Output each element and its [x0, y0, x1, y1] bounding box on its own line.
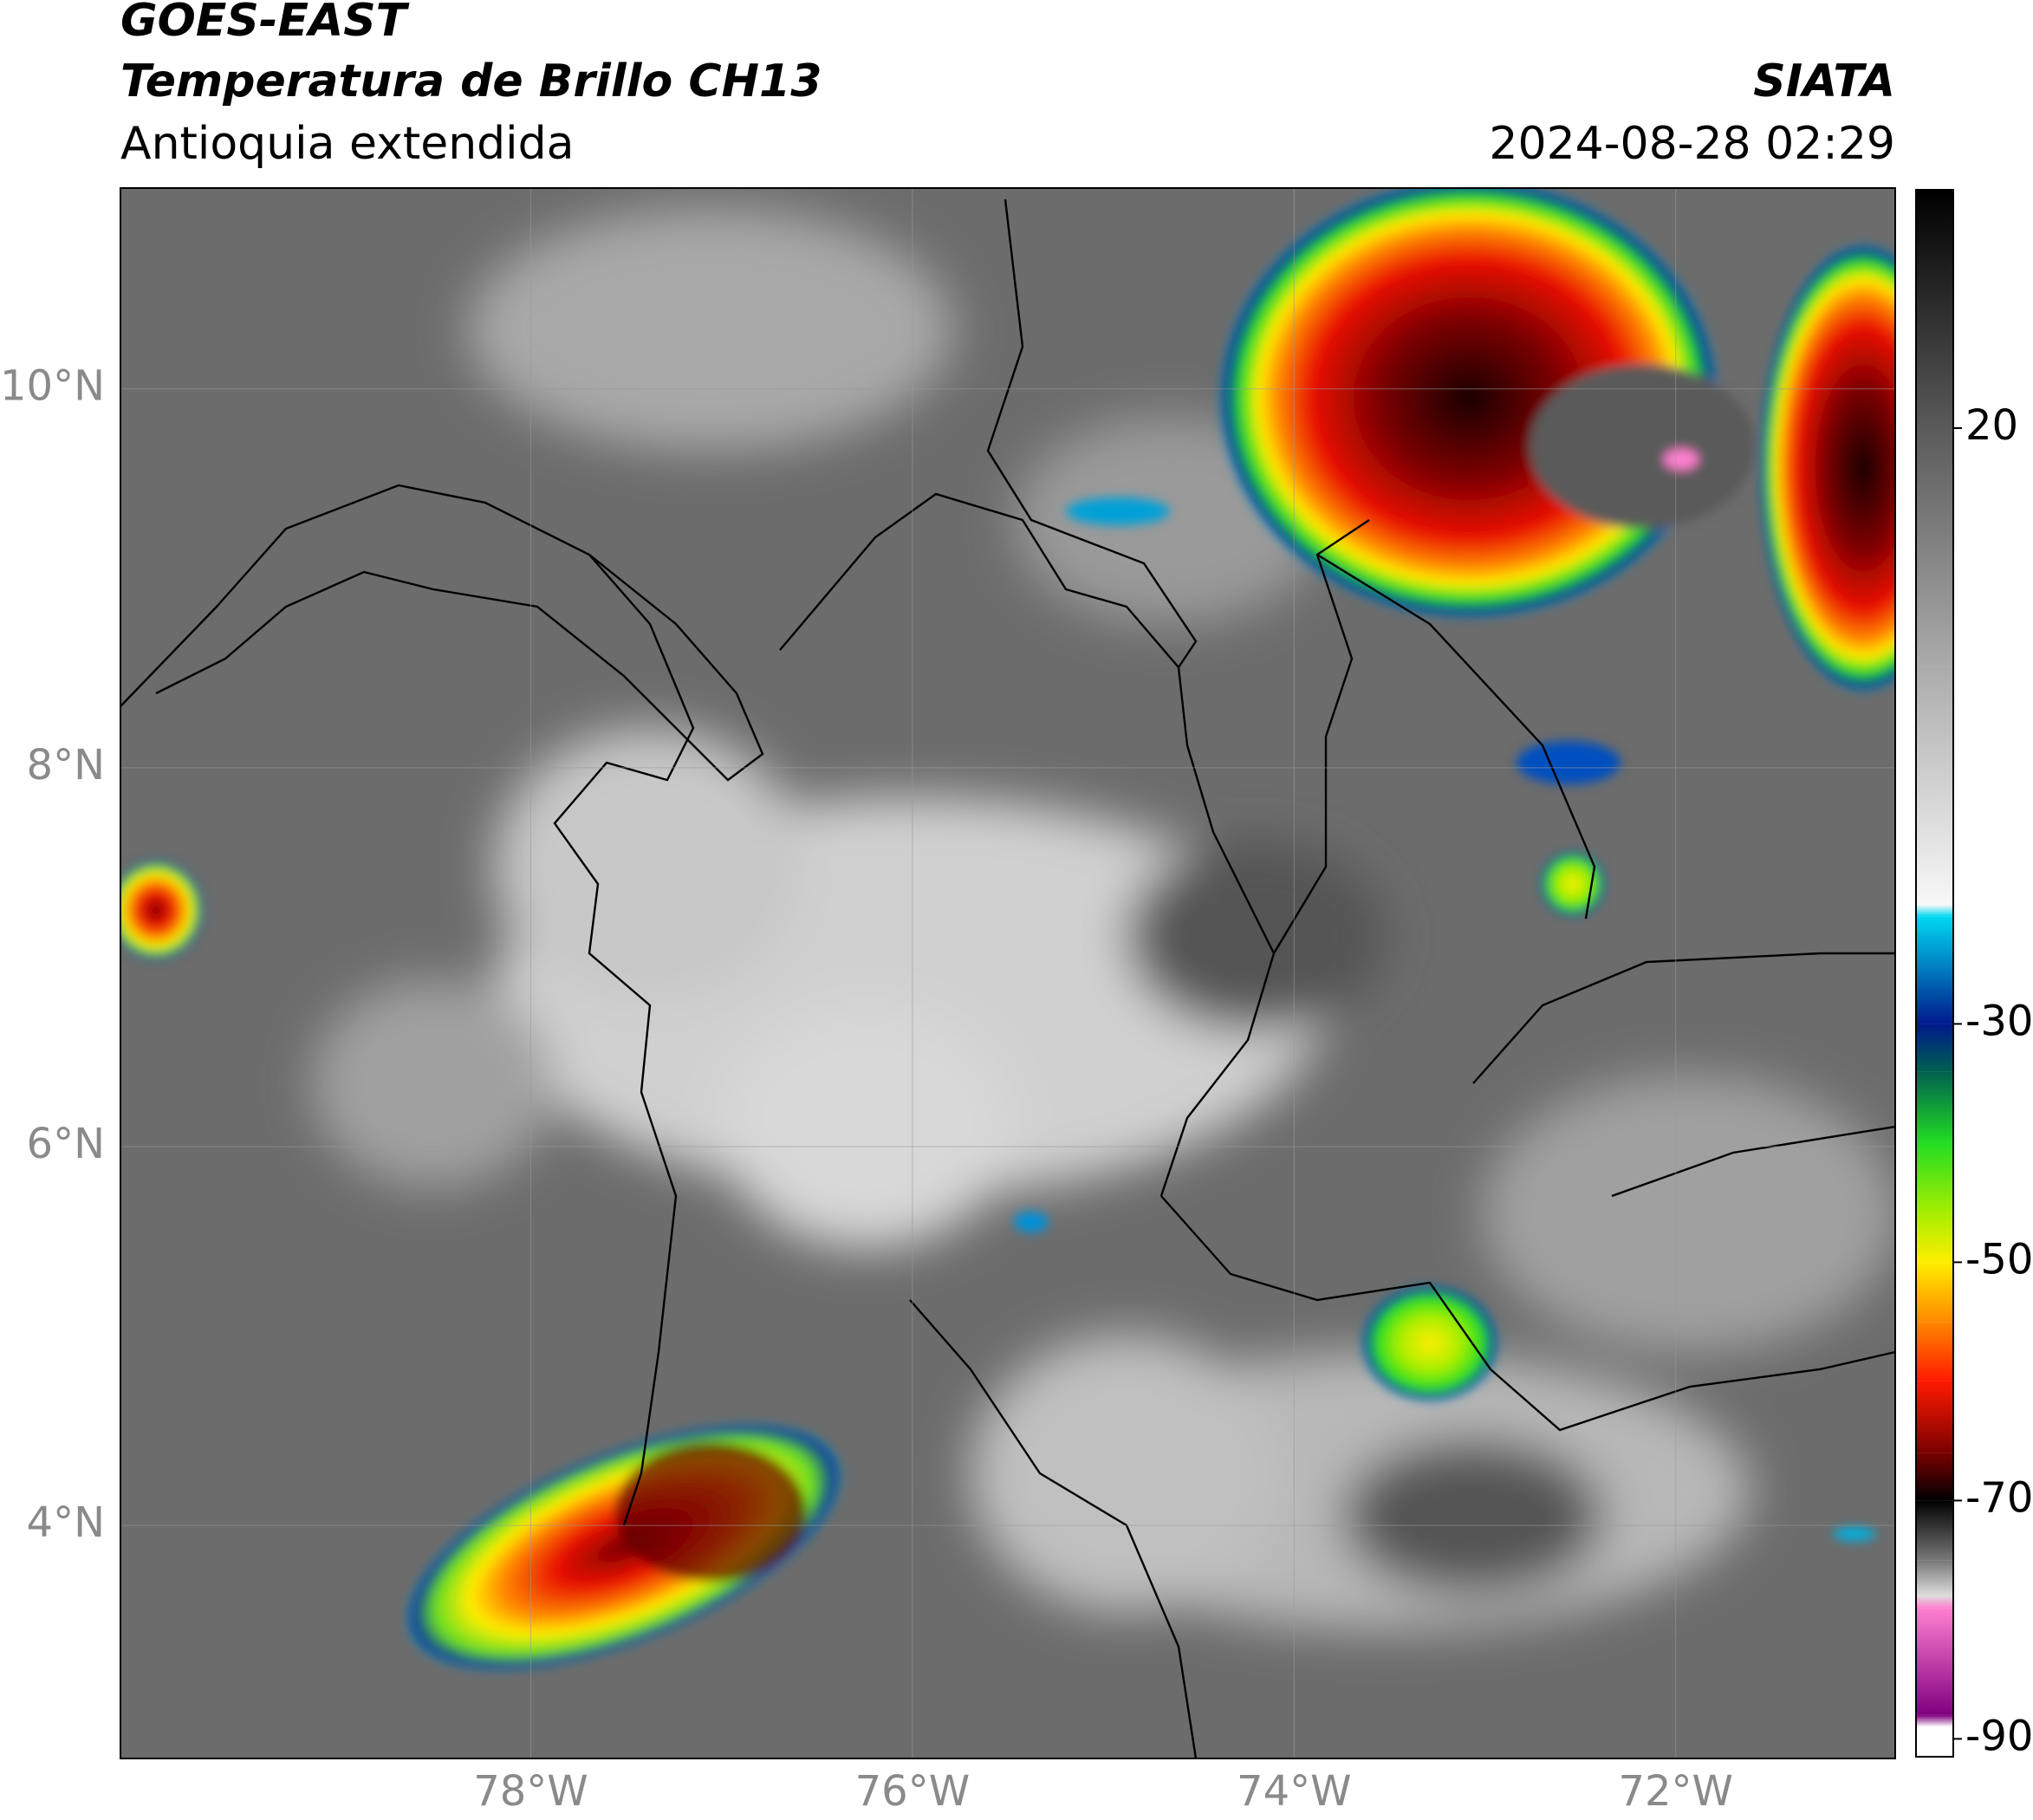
- region: Antioquia extendida: [120, 118, 575, 170]
- source: SIATA: [1753, 55, 1895, 107]
- colorbar-segment: [1916, 666, 1953, 905]
- colorbar-segment: [1916, 1453, 1953, 1501]
- colorbar-segment: [1916, 1500, 1953, 1561]
- colorbar-segment: [1916, 1322, 1953, 1381]
- colorbar-segment: [1916, 190, 1953, 428]
- boundaries: [120, 198, 1895, 1758]
- colorbar-segment: [1916, 1381, 1953, 1453]
- colorbar-segment: [1916, 1024, 1953, 1072]
- timestamp: 2024-08-28 02:29: [1489, 118, 1895, 170]
- colorbar-tick-label: -30: [1965, 997, 2033, 1045]
- x-tick-label: 78°W: [473, 1767, 588, 1816]
- colorbar-segment: [1916, 1608, 1953, 1715]
- colorbar-segment: [1916, 1596, 1953, 1609]
- map-frame: [120, 187, 1896, 1759]
- convective-cells: [120, 188, 1895, 1672]
- colorbar-segment: [1916, 1560, 1953, 1596]
- colorbar-segment: [1916, 916, 1953, 1024]
- colorbar-segment: [1916, 904, 1953, 917]
- colorbar-segment: [1916, 1071, 1953, 1143]
- colorbar-segment: [1916, 1714, 1953, 1727]
- x-tick-label: 76°W: [855, 1767, 971, 1816]
- colorbar-segment: [1916, 1214, 1953, 1263]
- colorbar-tick-label: -90: [1965, 1712, 2033, 1760]
- y-tick-label: 4°N: [27, 1498, 105, 1547]
- colorbar-segment: [1916, 1262, 1953, 1323]
- y-tick-label: 6°N: [27, 1120, 105, 1168]
- y-tick-label: 8°N: [27, 741, 105, 790]
- cloud-field: [312, 208, 1895, 1629]
- title: GOES-EAST: [120, 0, 410, 47]
- colorbar-frame: [1915, 189, 1954, 1758]
- colorbar-segment: [1916, 427, 1953, 666]
- colorbar-tick-label: -50: [1965, 1235, 2033, 1284]
- subtitle: Temperatura de Brillo CH13: [120, 55, 822, 107]
- colorbar-tick-label: -70: [1965, 1473, 2033, 1522]
- x-tick-label: 72°W: [1618, 1767, 1733, 1816]
- colorbar-segment: [1916, 1726, 1953, 1757]
- colorbar-segment: [1916, 1142, 1953, 1215]
- colorbar-tick-label: 20: [1965, 401, 2018, 450]
- x-tick-label: 74°W: [1237, 1767, 1352, 1816]
- y-tick-label: 10°N: [0, 362, 105, 411]
- map: [120, 188, 1895, 1758]
